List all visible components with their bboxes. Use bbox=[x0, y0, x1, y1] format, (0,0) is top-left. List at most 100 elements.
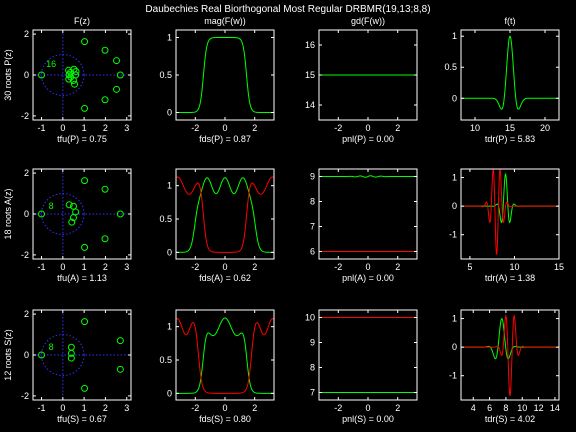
y-tick-label: 10 bbox=[305, 313, 315, 323]
x-tick-label: 2 bbox=[395, 123, 400, 133]
subplot-p-ft: 10 15 20 0 0.5 1 f(t) tdr(P) = 5.83 bbox=[444, 16, 560, 144]
y-tick-label: 8 bbox=[310, 363, 315, 373]
subplot-a-gd: -2 0 2 6 7 8 9 pnl(A) = 0.00 bbox=[310, 168, 418, 283]
root-marker bbox=[81, 318, 89, 326]
root-marker bbox=[67, 354, 75, 362]
y-tick-label: 0 bbox=[452, 342, 457, 352]
subplot-a-mag: -2 0 2 0 0.5 1 fds(A) = 0.62 bbox=[159, 168, 275, 283]
x-tick-label: -2 bbox=[334, 403, 342, 413]
x-tick-label: 1 bbox=[82, 262, 87, 272]
y-tick-label: -2 bbox=[21, 391, 29, 401]
axes-box bbox=[460, 309, 560, 401]
y-tick-label: 0 bbox=[24, 350, 29, 360]
subplot-title: f(t) bbox=[505, 16, 516, 26]
x-tick-label: -1 bbox=[38, 403, 46, 413]
x-axis-label: tfu(S) = 0.67 bbox=[57, 414, 107, 424]
y-tick-label: 0 bbox=[452, 93, 457, 103]
y-tick-label: 0.5 bbox=[159, 70, 172, 80]
root-marker bbox=[38, 71, 46, 79]
x-axis-label: tfu(A) = 1.13 bbox=[57, 273, 107, 283]
y-tick-label: 1 bbox=[167, 33, 172, 43]
unit-circle bbox=[41, 54, 85, 96]
series-line-0 bbox=[176, 177, 274, 253]
subplot-p-roots: 16 -1 0 1 2 3 -2 0 2 F(z) tfu(P) = 0.75 30 roots P(… bbox=[3, 16, 132, 144]
x-tick-label: 15 bbox=[505, 123, 515, 133]
root-marker bbox=[81, 384, 89, 392]
y-tick-label: 0 bbox=[24, 70, 29, 80]
y-tick-label: 15 bbox=[305, 70, 315, 80]
x-tick-label: -2 bbox=[191, 262, 199, 272]
y-tick-label: -2 bbox=[21, 250, 29, 260]
x-axis-label: fds(P) = 0.87 bbox=[199, 134, 251, 144]
root-marker bbox=[81, 38, 89, 46]
x-axis-label: pnl(A) = 0.00 bbox=[342, 273, 394, 283]
y-axis-label: 18 roots A(z) bbox=[3, 188, 13, 239]
series-line-0 bbox=[319, 175, 417, 178]
root-marker bbox=[116, 210, 124, 218]
x-tick-label: 10 bbox=[517, 403, 527, 413]
x-tick-label: 0 bbox=[222, 123, 227, 133]
subplot-s-ft: 4 6 8 10 12 14 -1 0 1 tdr(S) = 4.02 bbox=[449, 309, 560, 424]
y-tick-label: 16 bbox=[305, 40, 315, 50]
x-axis-label: tfu(P) = 0.75 bbox=[57, 134, 107, 144]
root-marker bbox=[65, 66, 73, 74]
x-tick-label: -1 bbox=[38, 262, 46, 272]
subplot-s-mag: -2 0 2 0 0.5 1 fds(S) = 0.80 bbox=[159, 309, 275, 424]
root-marker bbox=[101, 185, 109, 193]
subplot-title: gd(F(w)) bbox=[351, 16, 385, 26]
y-tick-label: 0 bbox=[167, 388, 172, 398]
y-tick-label: 0.5 bbox=[159, 214, 172, 224]
x-tick-label: 12 bbox=[534, 403, 544, 413]
y-tick-label: 0 bbox=[167, 247, 172, 257]
x-axis-label: tdr(A) = 1.38 bbox=[485, 273, 535, 283]
x-tick-label: 3 bbox=[124, 403, 129, 413]
y-tick-label: 0.5 bbox=[159, 355, 172, 365]
x-tick-label: 0 bbox=[222, 262, 227, 272]
x-axis-label: pnl(S) = 0.00 bbox=[342, 414, 394, 424]
x-tick-label: 8 bbox=[503, 403, 508, 413]
x-tick-label: -2 bbox=[191, 123, 199, 133]
root-marker bbox=[38, 210, 46, 218]
root-marker bbox=[81, 177, 89, 185]
subplot-p-mag: -2 0 2 0 0.5 1 mag(F(w)) fds(P) = 0.87 bbox=[159, 16, 275, 144]
x-tick-label: 2 bbox=[395, 403, 400, 413]
x-tick-label: -2 bbox=[191, 403, 199, 413]
y-tick-label: 9 bbox=[310, 338, 315, 348]
x-tick-label: 0 bbox=[365, 123, 370, 133]
y-tick-label: 7 bbox=[310, 388, 315, 398]
root-marker bbox=[101, 235, 109, 243]
root-marker bbox=[116, 337, 124, 345]
x-tick-label: 0 bbox=[365, 403, 370, 413]
x-axis-label: fds(S) = 0.80 bbox=[199, 414, 251, 424]
y-tick-label: 1 bbox=[167, 322, 172, 332]
series-line-0 bbox=[176, 317, 274, 394]
subplot-a-ft: 5 10 15 -1 0 1 tdr(A) = 1.38 bbox=[449, 168, 564, 283]
x-axis-label: fds(A) = 0.62 bbox=[199, 273, 251, 283]
series-line-0 bbox=[176, 37, 274, 113]
root-marker bbox=[72, 71, 80, 79]
root-marker bbox=[81, 243, 89, 251]
series-line-1 bbox=[176, 176, 274, 253]
root-marker bbox=[113, 85, 121, 93]
x-axis-label: tdr(S) = 4.02 bbox=[485, 414, 535, 424]
root-marker bbox=[69, 214, 77, 222]
x-tick-label: 2 bbox=[103, 123, 108, 133]
subplot-title: mag(F(w)) bbox=[204, 16, 246, 26]
y-tick-label: 2 bbox=[24, 29, 29, 39]
x-tick-label: 6 bbox=[487, 403, 492, 413]
x-tick-label: 2 bbox=[252, 123, 257, 133]
y-tick-label: 2 bbox=[24, 168, 29, 178]
subplot-s-gd: -2 0 2 7 8 9 10 pnl(S) = 0.00 bbox=[305, 309, 418, 424]
x-axis-label: pnl(P) = 0.00 bbox=[342, 134, 394, 144]
x-tick-label: 1 bbox=[82, 123, 87, 133]
x-tick-label: 10 bbox=[509, 262, 519, 272]
x-tick-label: 0 bbox=[365, 262, 370, 272]
multiplicity-label: 8 bbox=[49, 342, 54, 352]
x-tick-label: 10 bbox=[470, 123, 480, 133]
axes-box bbox=[460, 168, 560, 260]
